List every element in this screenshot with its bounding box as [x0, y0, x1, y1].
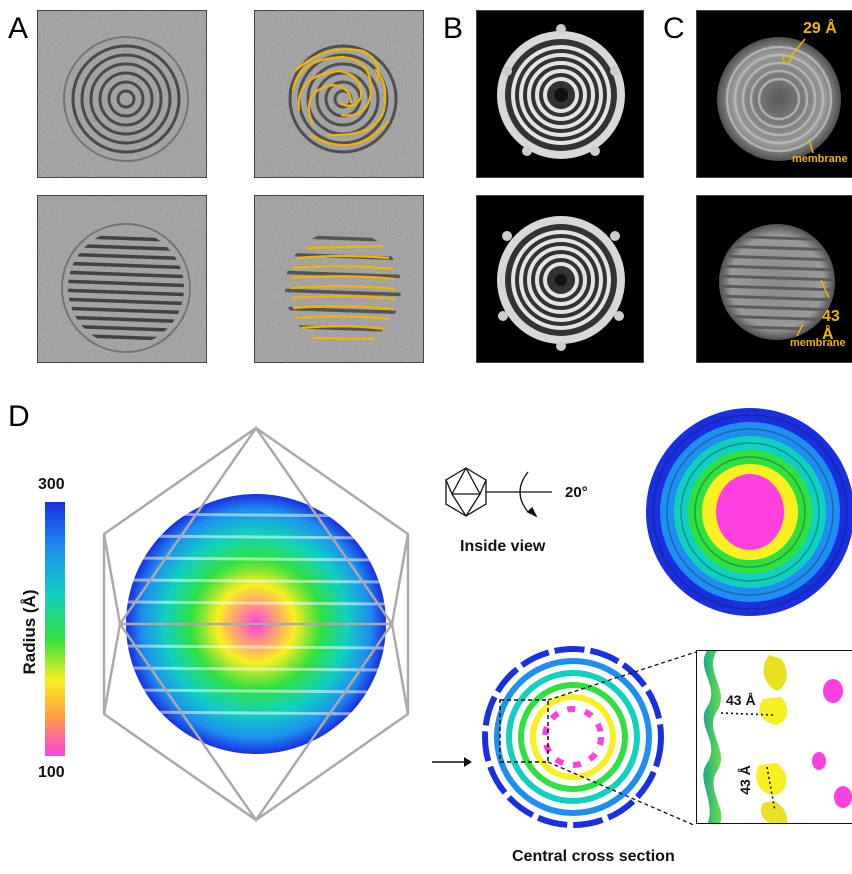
rotation-icon: [444, 464, 554, 524]
membrane-label-top: membrane: [792, 153, 848, 165]
panel-label-a: A: [8, 12, 29, 45]
inset-measure-label-2: 43 Å: [736, 765, 753, 795]
colorbar-min-label: 100: [38, 764, 65, 781]
cross-section-inset: [696, 650, 852, 824]
panel-label-c: C: [663, 12, 685, 45]
zoom-connector-lines: [540, 650, 700, 830]
rotation-angle-label: 20°: [565, 484, 588, 501]
colorbar-axis-label: Radius (Å): [20, 589, 39, 675]
measure-label-43-c: 43 Å: [822, 308, 840, 343]
arrow-icon: [432, 755, 472, 769]
micrograph-a-top-left: [37, 10, 207, 178]
panel-label-b: B: [443, 12, 464, 45]
projection-c-top: [696, 10, 852, 178]
cross-section-map: [478, 642, 668, 832]
icosahedral-reconstruction: [90, 424, 416, 824]
micrograph-a-bottom-left: [37, 195, 207, 363]
colorbar-max-label: 300: [38, 476, 65, 493]
cross-section-label: Central cross section: [512, 848, 675, 865]
membrane-label-bottom: membrane: [790, 337, 846, 349]
inside-view-map: [636, 404, 852, 618]
inset-measure-label-1: 43 Å: [726, 692, 756, 708]
colorbar: [45, 502, 65, 756]
projection-c-bottom: [696, 195, 852, 363]
micrograph-a-top-right: [254, 10, 424, 178]
micrograph-a-bottom-right: [254, 195, 424, 363]
panel-label-d: D: [8, 400, 30, 433]
measure-label-29: 29 Å: [803, 20, 837, 37]
density-map-b-bottom: [476, 195, 644, 363]
inside-view-label: Inside view: [460, 538, 546, 555]
density-map-b-top: [476, 10, 644, 178]
